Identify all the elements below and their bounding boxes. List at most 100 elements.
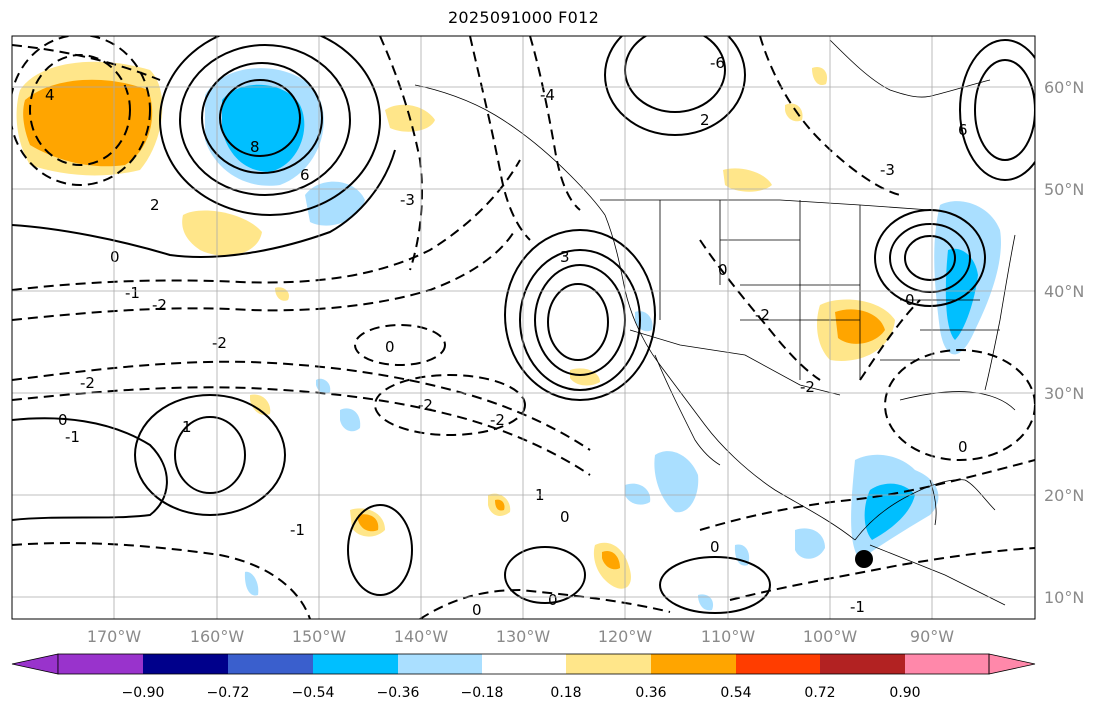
contour-open-dashed xyxy=(12,542,311,619)
lon-label: 90°W xyxy=(910,627,954,646)
contour-open-dashed xyxy=(12,44,161,81)
colorbar-tick-label: −0.36 xyxy=(377,685,420,701)
contour-value-label: -2 xyxy=(212,334,227,352)
lat-label: 20°N xyxy=(1044,486,1084,505)
contour-value-label: 0 xyxy=(385,338,395,356)
latitude-labels: 60°N 50°N 40°N 30°N 20°N 10°N xyxy=(1044,78,1084,607)
negative-anomaly-region xyxy=(340,408,361,432)
negative-anomaly-region xyxy=(795,528,825,559)
contour-open-dashed xyxy=(699,459,1035,531)
contour-closed-solid xyxy=(889,223,971,293)
contour-closed-solid xyxy=(504,546,586,604)
negative-anomaly-region xyxy=(316,378,331,394)
contour-closed-solid xyxy=(604,36,746,136)
contour-open-solid xyxy=(12,149,396,258)
contour-open-dashed xyxy=(529,36,581,211)
colorbar-tick-label: 0.90 xyxy=(889,685,920,701)
negative-anomaly-region xyxy=(625,483,651,505)
contour-closed-solid xyxy=(347,504,413,596)
strong-negative-anomaly-region xyxy=(945,248,978,340)
contour-closed-solid xyxy=(219,79,301,157)
lon-label: 120°W xyxy=(598,627,653,646)
contour-value-label: 0 xyxy=(110,248,120,266)
colorbar-tick-label: −0.54 xyxy=(292,685,335,701)
contour-value-label: 0 xyxy=(58,411,68,429)
colorbar-segment xyxy=(736,654,820,674)
us-state-borders xyxy=(659,200,1000,380)
positive-anomaly-region xyxy=(250,394,271,416)
contour-closed-solid xyxy=(547,283,609,361)
central-america-coastline xyxy=(869,479,1006,606)
alaska-coastline xyxy=(414,84,606,216)
contour-value-label: -2 xyxy=(755,306,770,324)
colorbar-segment xyxy=(651,654,736,674)
negative-anomaly-region xyxy=(654,451,699,513)
lat-label: 30°N xyxy=(1044,384,1084,403)
negative-anomaly-region xyxy=(244,571,259,596)
contour-value-label: 6 xyxy=(300,166,310,184)
contour-value-label: -1 xyxy=(290,521,305,539)
longitude-labels: 170°W 160°W 150°W 140°W 130°W 120°W 110°… xyxy=(87,627,954,646)
contour-value-label: 0 xyxy=(905,291,915,309)
map-frame xyxy=(11,35,1036,620)
positive-anomaly-region xyxy=(182,210,262,256)
lon-label: 130°W xyxy=(496,627,551,646)
contour-layer xyxy=(12,36,1035,619)
lon-label: 150°W xyxy=(292,627,347,646)
contour-closed-solid xyxy=(159,36,381,216)
colorbar: −0.90 −0.72 −0.54 −0.36 −0.18 0.18 0.36 … xyxy=(11,653,1036,701)
contour-open-dashed xyxy=(12,159,521,291)
contour-value-label: 0 xyxy=(472,601,482,619)
contour-value-label: -3 xyxy=(400,191,415,209)
contour-value-label: 0 xyxy=(718,261,728,279)
marker-dot xyxy=(855,550,873,568)
colorbar-segment xyxy=(143,654,228,674)
lon-label: 170°W xyxy=(87,627,142,646)
contour-open-dashed xyxy=(729,547,1035,601)
contour-value-label: -1 xyxy=(850,598,865,616)
colorbar-tick-label: −0.90 xyxy=(122,685,165,701)
positive-anomaly-region xyxy=(723,168,772,192)
contour-closed-dashed xyxy=(12,36,151,186)
contour-value-label: 3 xyxy=(560,248,570,266)
colorbar-segment xyxy=(566,654,651,674)
lat-label: 60°N xyxy=(1044,78,1084,97)
contour-labels: 0 2 4 6 8 -1 -2 -2 -2 -2 -2 -3 -4 -6 1 1… xyxy=(45,54,968,619)
colorbar-segment xyxy=(228,654,313,674)
contour-value-label: 2 xyxy=(150,196,160,214)
contour-value-label: 0 xyxy=(710,538,720,556)
coastline-layer xyxy=(414,39,1016,606)
north-america-west-coastline xyxy=(604,214,856,541)
contour-value-label: 2 xyxy=(700,111,710,129)
contour-value-label: 0 xyxy=(548,591,558,609)
negative-anomaly-region xyxy=(305,181,365,226)
contour-open-dashed xyxy=(12,386,591,476)
contour-value-label: 0 xyxy=(958,438,968,456)
colorbar-segment xyxy=(820,654,905,674)
canada-us-border xyxy=(600,199,931,211)
contour-value-label: -1 xyxy=(65,428,80,446)
graticule xyxy=(12,36,1035,619)
contour-value-label: -2 xyxy=(418,396,433,414)
contour-closed-solid xyxy=(519,249,641,391)
contour-value-label: -2 xyxy=(80,374,95,392)
contour-closed-solid xyxy=(874,209,986,307)
negative-contours xyxy=(12,36,1035,619)
strong-negative-anomaly-region xyxy=(864,483,915,540)
baja-california-coastline xyxy=(654,354,721,466)
lon-label: 110°W xyxy=(701,627,756,646)
contour-open-dashed xyxy=(379,36,423,271)
colorbar-segment xyxy=(905,654,989,674)
contour-closed-dashed xyxy=(374,374,526,436)
east-coast-coastline xyxy=(984,234,1016,391)
contour-value-label: -2 xyxy=(800,378,815,396)
contour-value-label: -6 xyxy=(710,54,725,72)
strong-positive-anomaly-region xyxy=(358,514,379,532)
contour-value-label: 8 xyxy=(250,138,260,156)
contour-closed-dashed xyxy=(354,324,446,366)
contour-closed-solid xyxy=(174,416,246,494)
contour-closed-solid xyxy=(504,229,656,401)
contour-closed-solid xyxy=(201,62,323,174)
lon-label: 100°W xyxy=(803,627,858,646)
